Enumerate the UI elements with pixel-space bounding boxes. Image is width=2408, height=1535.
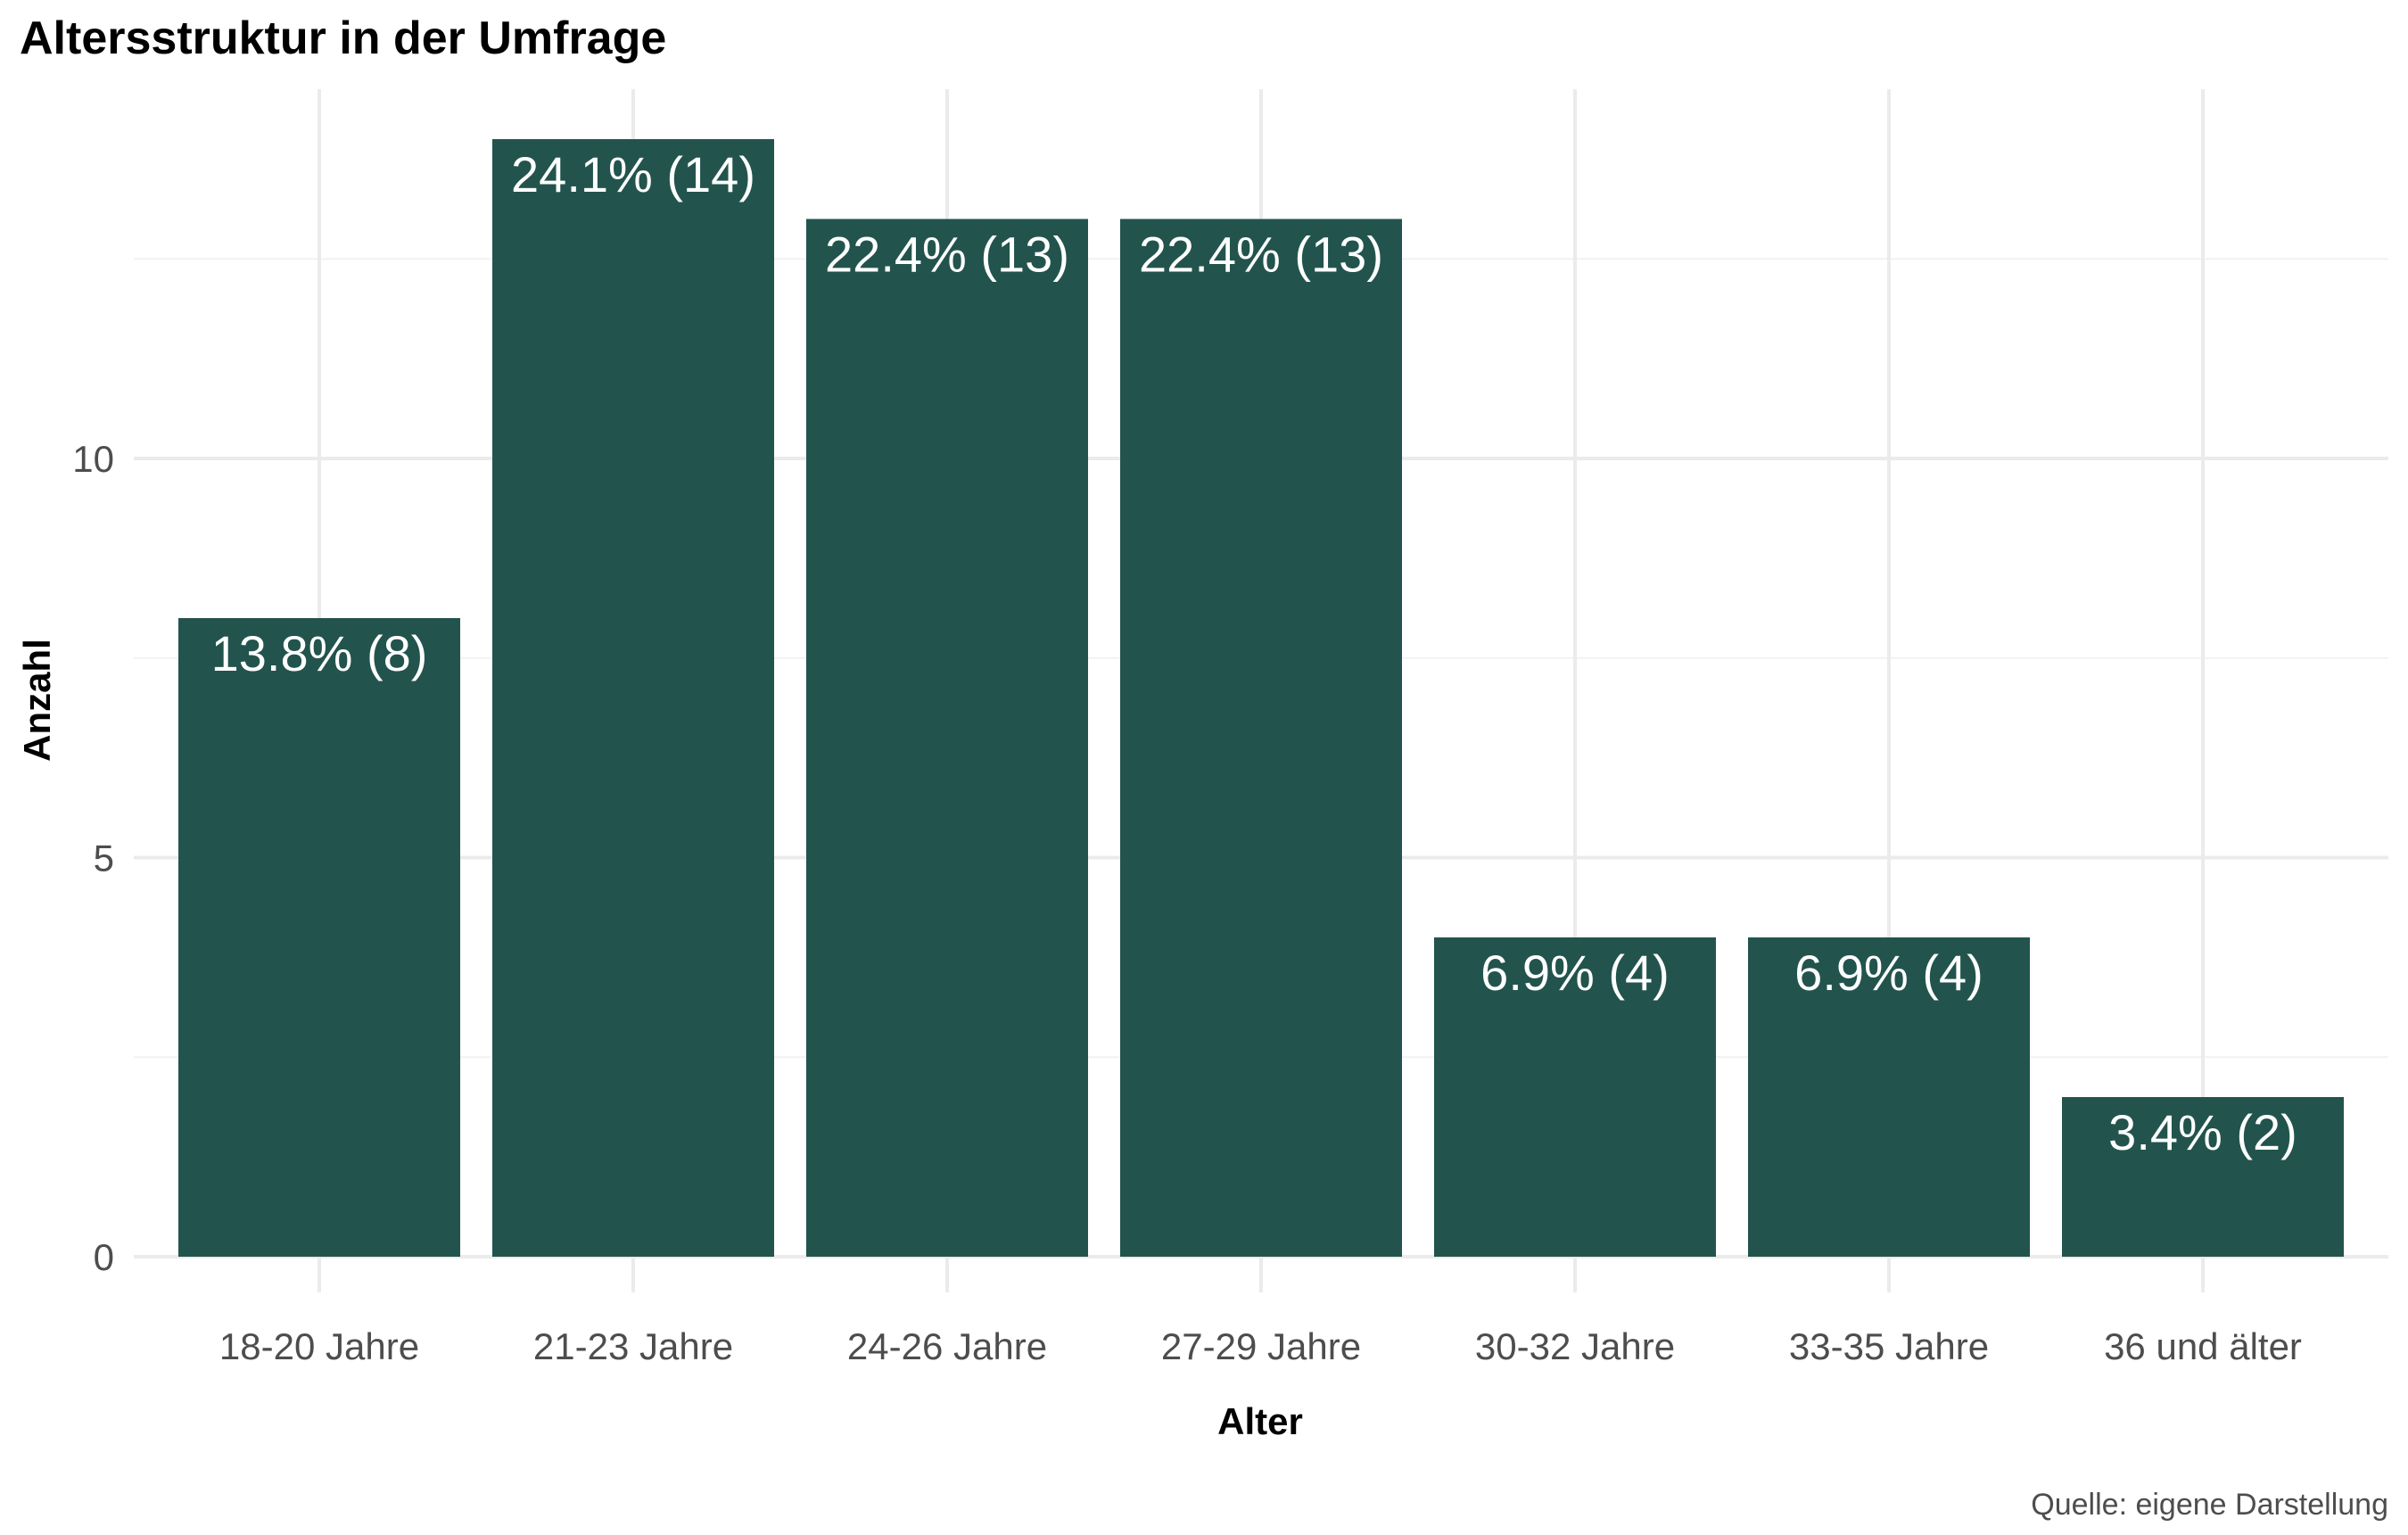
bar (806, 219, 1088, 1257)
chart-title: Altersstruktur in der Umfrage (20, 12, 666, 64)
bar (1748, 937, 2030, 1257)
chart-caption: Quelle: eigene Darstellung (2031, 1488, 2388, 1522)
y-tick-label: 0 (94, 1236, 114, 1278)
y-axis-ticks: 0 5 10 (72, 438, 114, 1278)
x-tick-label: 30-32 Jahre (1475, 1325, 1675, 1367)
bar-data-label: 22.4% (13) (825, 227, 1069, 283)
bar (1120, 219, 1402, 1257)
y-axis-title: Anzahl (16, 639, 58, 762)
bar-data-label: 3.4% (2) (2108, 1104, 2297, 1160)
bar-data-label: 22.4% (13) (1139, 227, 1383, 283)
bar-data-label: 24.1% (14) (511, 146, 755, 202)
x-tick-label: 24-26 Jahre (847, 1325, 1047, 1367)
bar (178, 618, 460, 1257)
x-axis-ticks: 18-20 Jahre 21-23 Jahre 24-26 Jahre 27-29 J… (219, 1325, 2302, 1367)
x-tick-label: 33-35 Jahre (1789, 1325, 1989, 1367)
bar-data-label: 6.9% (4) (1794, 945, 1983, 1001)
x-tick-label: 21-23 Jahre (533, 1325, 733, 1367)
bar (1434, 937, 1716, 1257)
x-tick-label: 18-20 Jahre (219, 1325, 419, 1367)
bar-data-label: 13.8% (8) (211, 625, 428, 681)
bar-data-label: 6.9% (4) (1480, 945, 1670, 1001)
x-tick-label: 36 und älter (2104, 1325, 2302, 1367)
bar-data-labels: 13.8% (8) 24.1% (14) 22.4% (13) 22.4% (13) 6… (211, 146, 2297, 1160)
x-axis-title: Alter (1217, 1400, 1303, 1442)
y-tick-label: 5 (94, 838, 114, 879)
bar (492, 139, 774, 1257)
y-tick-label: 10 (72, 438, 114, 480)
x-tick-label: 27-29 Jahre (1161, 1325, 1361, 1367)
bars (178, 139, 2344, 1257)
bar (2062, 1097, 2344, 1257)
